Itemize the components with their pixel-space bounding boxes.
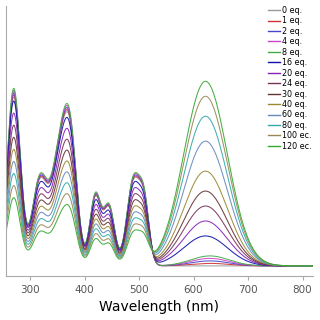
X-axis label: Wavelength (nm): Wavelength (nm) [100,300,220,315]
Legend: 0 eq., 1 eq., 2 eq., 4 eq., 8 eq., 16 eq., 20 eq., 24 eq., 30 eq., 40 eq., 60 eq: 0 eq., 1 eq., 2 eq., 4 eq., 8 eq., 16 eq… [267,5,312,152]
